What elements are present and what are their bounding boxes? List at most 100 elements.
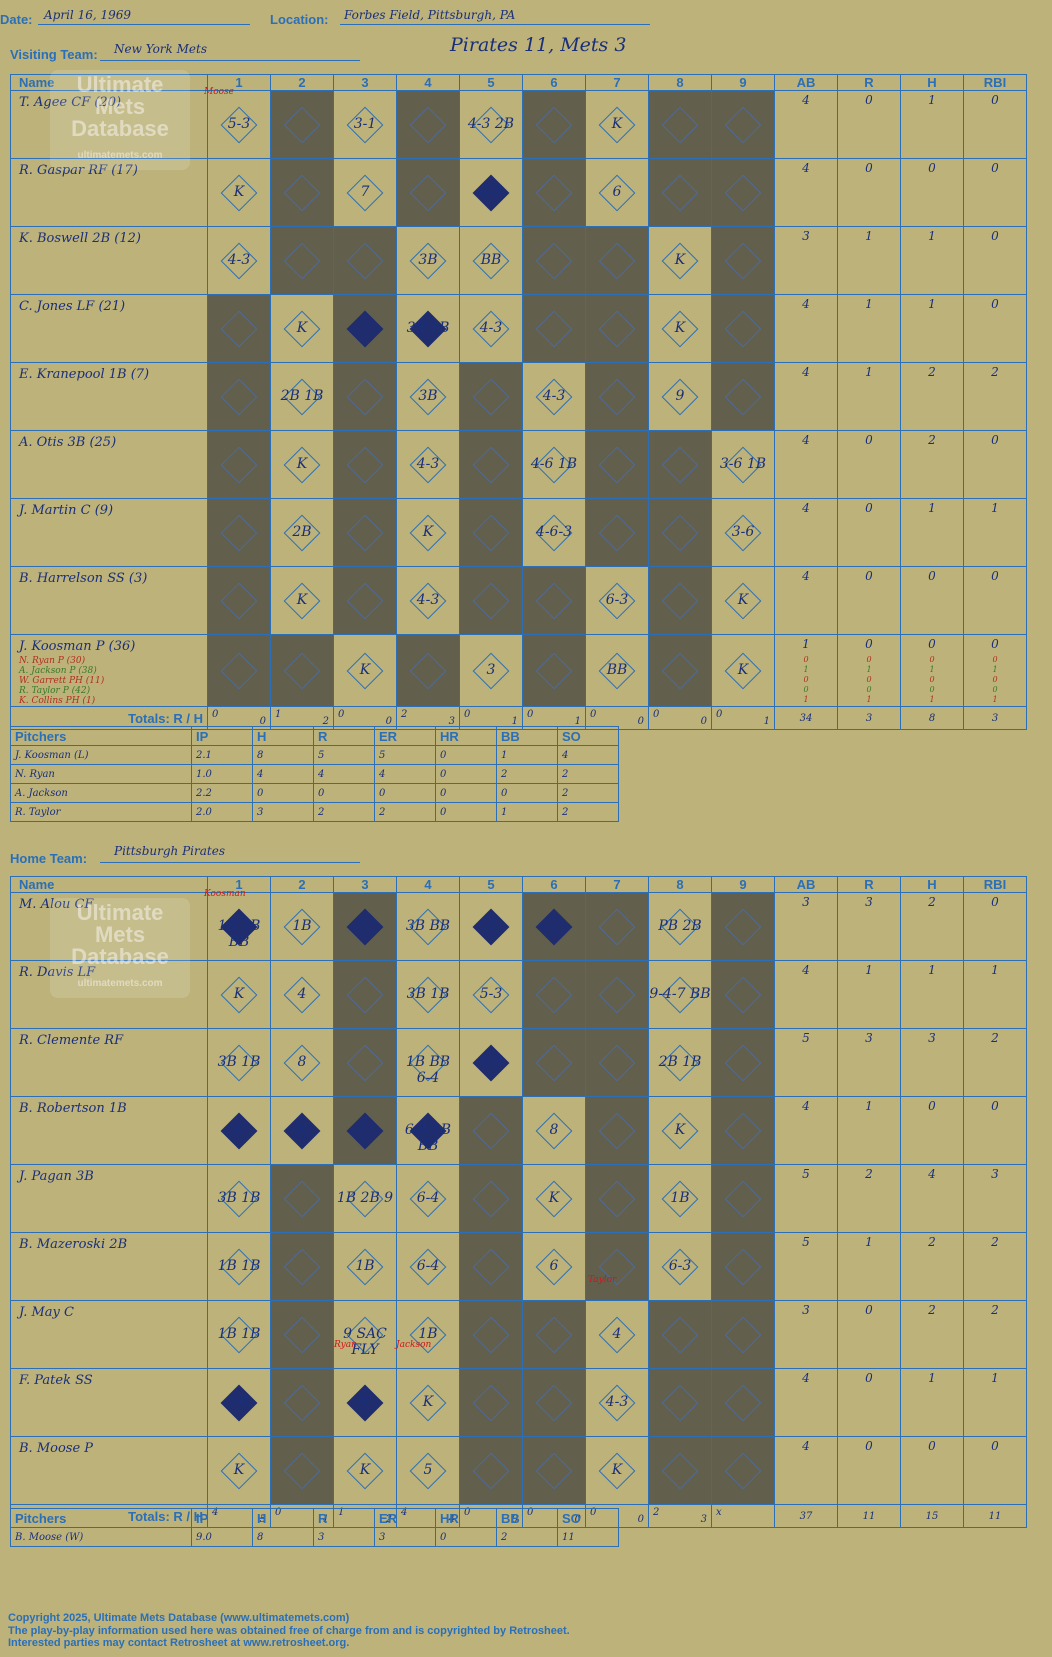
date-label: Date:: [0, 12, 33, 27]
inning-cell: 8: [522, 1096, 586, 1165]
stat-ab: 5: [774, 1028, 838, 1097]
stat-rbi: 0: [963, 1436, 1027, 1505]
inning-cell: 7: [333, 158, 397, 227]
inning-cell: 3-6: [711, 498, 775, 567]
inning-cell: K: [333, 1368, 397, 1437]
pitching-stat: 4: [252, 764, 314, 784]
stat-rbi: 0: [963, 430, 1027, 499]
play-result: 1B: [229, 1393, 249, 1410]
pitching-header: ER: [374, 726, 436, 746]
pitching-stat: 2.0: [191, 802, 253, 822]
pitcher-name: B. Moose (W): [10, 1527, 192, 1547]
stat-r: 1: [837, 294, 901, 363]
inning-cell: [648, 1368, 712, 1437]
inning-cell: [459, 1368, 523, 1437]
inning-cell: K: [333, 634, 397, 707]
base-diamond: [661, 106, 699, 143]
pitching-stat: 0: [435, 802, 497, 822]
play-result: 1B 3B BB: [217, 917, 261, 950]
pitching-header: Pitchers: [10, 726, 192, 746]
play-result: 4-3: [479, 183, 503, 200]
inning-cell: 6-4: [396, 1164, 460, 1233]
base-diamond: [220, 446, 258, 483]
inning-cell: 3B 1B: [396, 294, 460, 363]
pitching-stat: 8: [252, 745, 314, 765]
retrosheet-contact: Interested parties may contact Retroshee…: [8, 1637, 350, 1649]
inning-cell: BB: [459, 226, 523, 295]
pitching-stat: 2: [496, 1527, 558, 1547]
play-result: 4-3: [227, 251, 251, 268]
inning-header-3: 3: [333, 74, 397, 91]
inning-cell: [270, 1164, 334, 1233]
inning-cell: [711, 90, 775, 159]
pitching-stat: 0: [435, 745, 497, 765]
pitching-stat: 2: [557, 783, 619, 803]
base-diamond: [346, 446, 384, 483]
inning-cell: [522, 634, 586, 707]
inning-cell: [459, 1300, 523, 1369]
inning-cell: K: [207, 1096, 271, 1165]
inning-cell: 3B 1B: [396, 960, 460, 1029]
pitching-stat: 4: [557, 745, 619, 765]
inning-cell: 1B 1B: [207, 1300, 271, 1369]
stat-ab: 4: [774, 294, 838, 363]
play-result: 3B 1B: [406, 319, 450, 336]
inning-cell: [459, 1164, 523, 1233]
table-row: B. Harrelson SS (3) K 4-3 6-3 K 4 0 0 0: [10, 566, 1027, 635]
inning-cell: [585, 1232, 649, 1301]
stat-total: 8: [900, 706, 964, 730]
pitching-stat: 2: [557, 802, 619, 822]
home-label: Home Team:: [10, 851, 88, 866]
play-result: 6: [549, 1257, 559, 1274]
base-diamond: [283, 1248, 321, 1285]
stat-h: 2: [900, 1300, 964, 1369]
inning-cell: 4-6 1B: [522, 430, 586, 499]
pitching-stat: 9.0: [191, 1527, 253, 1547]
base-diamond: [535, 1452, 573, 1489]
play-result: K: [422, 1393, 434, 1410]
inning-cell: 3B 1B: [207, 1164, 271, 1233]
base-diamond: [661, 174, 699, 211]
pitching-header: IP: [191, 726, 253, 746]
stat-header-h: H: [900, 74, 964, 91]
play-result: 1B: [292, 917, 312, 934]
pitching-stat: 0: [252, 783, 314, 803]
inning-cell: [270, 158, 334, 227]
play-result: 3B: [418, 387, 438, 404]
inning-header-3: 3: [333, 876, 397, 893]
table-row: J. Koosman P (36) N. Ryan P (30) A. Jackso…: [10, 634, 1027, 707]
play-result: 9-4-7 BB: [649, 985, 711, 1002]
inning-cell: 3-1: [333, 90, 397, 159]
stat-r: 0: [837, 90, 901, 159]
inning-header-5: 5: [459, 876, 523, 893]
base-diamond: [346, 378, 384, 415]
stat-r: 0: [837, 1300, 901, 1369]
base-diamond: [283, 174, 321, 211]
inning-cell: [270, 226, 334, 295]
pitching-header: HR: [435, 1508, 497, 1528]
base-diamond: [724, 174, 762, 211]
table-row: A. Jackson 2.2 0 0 0 0 0 2: [10, 783, 619, 803]
inning-header-6: 6: [522, 74, 586, 91]
stat-r: 1: [837, 1232, 901, 1301]
pitching-header: SO: [557, 726, 619, 746]
pitching-stat: 2: [557, 764, 619, 784]
inning-cell: 3: [459, 634, 523, 707]
stat-r: 2: [837, 1164, 901, 1233]
stat-r: 1: [837, 1096, 901, 1165]
stat-r: 3: [837, 1028, 901, 1097]
stat-r: 0: [837, 566, 901, 635]
inning-cell: K: [396, 498, 460, 567]
stat-ab: 4: [774, 960, 838, 1029]
stat-rbi: 0: [963, 294, 1027, 363]
stat-h: 1: [900, 90, 964, 159]
play-result: 1B: [355, 1257, 375, 1274]
base-diamond: [661, 1316, 699, 1353]
inning-cell: [396, 158, 460, 227]
inning-header-7: 7: [585, 74, 649, 91]
pitching-stat: 0: [374, 783, 436, 803]
stat-h: 2: [900, 1232, 964, 1301]
stat-header-ab: AB: [774, 74, 838, 91]
